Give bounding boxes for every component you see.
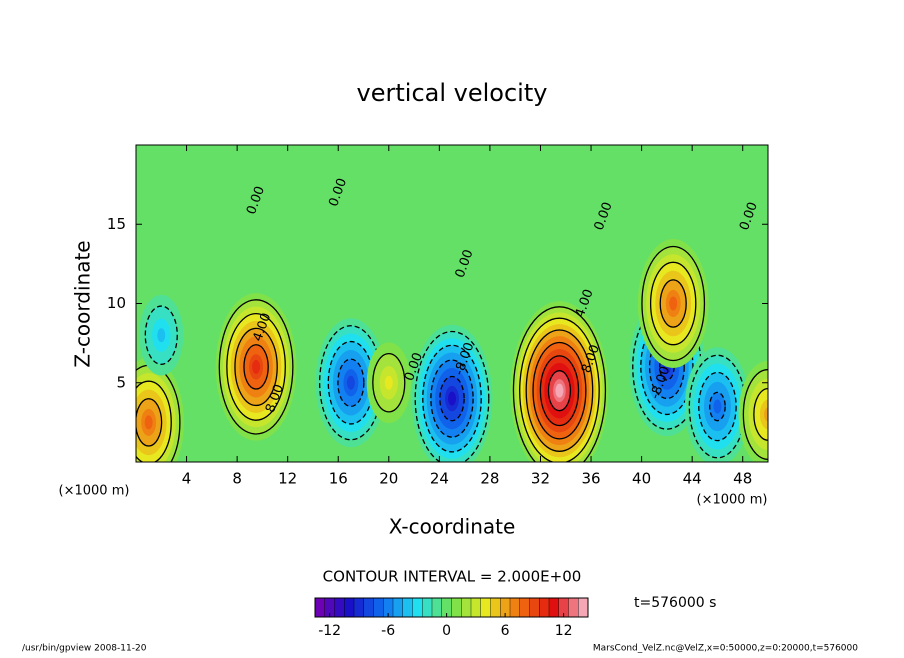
chart-title: vertical velocity bbox=[357, 79, 548, 107]
extremum-core bbox=[764, 407, 768, 422]
x-tick-label: 8 bbox=[232, 470, 242, 488]
x-tick-label: 32 bbox=[531, 470, 550, 488]
footer-left: /usr/bin/gpview 2008-11-20 bbox=[22, 644, 147, 654]
y-unit: (×1000 m) bbox=[59, 484, 130, 499]
colorbar-tick-label: 12 bbox=[555, 623, 573, 639]
colorbar-cell bbox=[373, 597, 384, 618]
field: 4.008.000.00 0.00-8.000.004.008.000.00-8.… bbox=[136, 145, 768, 462]
x-tick-label: 16 bbox=[329, 470, 348, 488]
colorbar-tick-label: -6 bbox=[381, 623, 395, 639]
colorbar-cell bbox=[578, 597, 589, 618]
extremum bbox=[684, 347, 750, 462]
y-tick-label: 10 bbox=[107, 294, 126, 312]
x-tick-label: 36 bbox=[581, 470, 600, 488]
x-tick-label: 48 bbox=[733, 470, 752, 488]
y-axis-label: Z-coordinate bbox=[71, 240, 95, 367]
x-tick-label: 44 bbox=[683, 470, 702, 488]
extremum-core bbox=[713, 399, 722, 414]
x-axis-label: X-coordinate bbox=[389, 515, 516, 539]
colorbar-cell bbox=[344, 597, 355, 618]
colorbar-cell bbox=[314, 597, 326, 618]
x-tick-label: 12 bbox=[278, 470, 297, 488]
extremum bbox=[411, 324, 493, 462]
extremum bbox=[136, 357, 184, 462]
contour-interval: CONTOUR INTERVAL = 2.000E+00 bbox=[323, 568, 582, 586]
extremum-core bbox=[346, 375, 355, 390]
colorbar-cell bbox=[480, 597, 492, 618]
x-tick-label: 4 bbox=[182, 470, 192, 488]
colorbar-cell bbox=[402, 597, 414, 618]
extremum bbox=[510, 301, 609, 462]
colorbar-cell bbox=[451, 597, 462, 618]
x-tick-label: 20 bbox=[379, 470, 398, 488]
colorbar-cell bbox=[519, 597, 531, 618]
y-tick-label: 15 bbox=[107, 215, 126, 233]
x-tick-label: 24 bbox=[430, 470, 449, 488]
colorbar-tick-label: 6 bbox=[501, 623, 510, 639]
colorbar-cell bbox=[353, 597, 365, 618]
colorbar-frame bbox=[314, 597, 589, 618]
extremum-core bbox=[144, 415, 153, 430]
colorbar-tick-label: 0 bbox=[442, 623, 451, 639]
colorbar-cell bbox=[539, 597, 550, 618]
extremum bbox=[139, 294, 184, 376]
colorbar-cell bbox=[422, 597, 433, 618]
extremum-core bbox=[555, 383, 564, 398]
extremum bbox=[215, 293, 297, 441]
colorbar-cell bbox=[470, 597, 482, 618]
colorbar-cell bbox=[509, 597, 521, 618]
colorbar-cell bbox=[548, 597, 560, 618]
colorbar-cell bbox=[568, 597, 579, 618]
footer-right: MarsCond_VelZ.nc@VelZ,x=0:50000,z=0:2000… bbox=[593, 644, 858, 654]
colorbar-cell bbox=[363, 597, 375, 618]
colorbar-cell bbox=[392, 597, 404, 618]
extremum bbox=[637, 239, 709, 368]
x-unit: (×1000 m) bbox=[697, 493, 768, 508]
colorbar-cell bbox=[461, 597, 472, 618]
extremum-core bbox=[669, 296, 678, 311]
x-tick-label: 28 bbox=[480, 470, 499, 488]
colorbar-cell bbox=[529, 597, 540, 618]
extremum-core bbox=[157, 328, 166, 343]
y-tick-label: 5 bbox=[116, 373, 126, 391]
x-tick-label: 40 bbox=[632, 470, 651, 488]
colorbar-cell bbox=[490, 597, 501, 618]
colorbar-tick-label: -12 bbox=[318, 623, 341, 639]
extremum-core bbox=[384, 375, 393, 390]
colorbar-cell bbox=[412, 597, 423, 618]
colorbar-cell bbox=[431, 597, 443, 618]
time-label: t=576000 s bbox=[634, 595, 716, 611]
contour-band bbox=[759, 399, 768, 430]
colorbar-cell bbox=[334, 597, 345, 618]
extremum-core bbox=[448, 391, 456, 406]
extremum bbox=[315, 318, 387, 448]
extremum-core bbox=[252, 359, 261, 374]
extremum bbox=[366, 342, 411, 424]
